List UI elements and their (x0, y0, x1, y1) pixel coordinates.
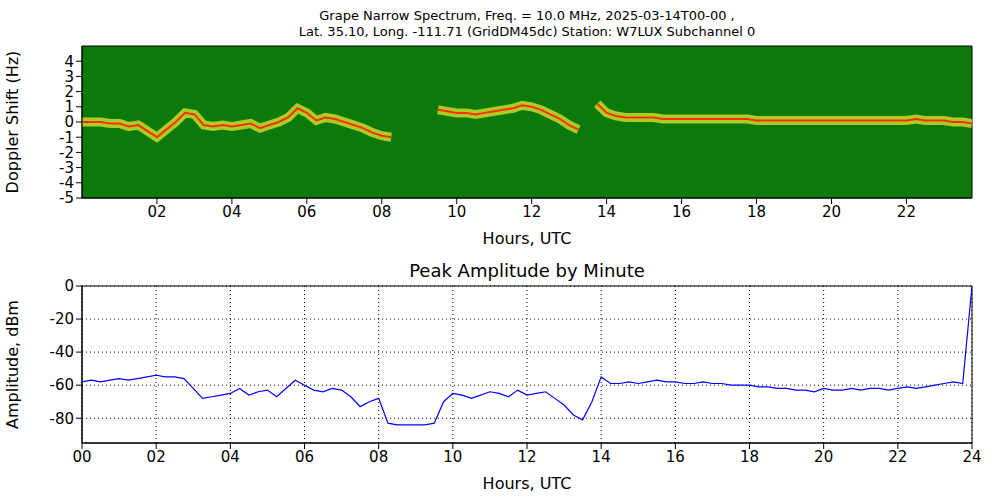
html-text:Peak Amplitude by Minute: Peak Amplitude by Minute (409, 260, 645, 281)
svg-text:02: 02 (147, 448, 166, 466)
svg-text:10: 10 (447, 203, 466, 221)
svg-text:-5: -5 (59, 189, 74, 207)
html-text:Grape Narrow Spectrum, Freq. =: Grape Narrow Spectrum, Freq. = 10.0 MHz,… (319, 8, 735, 23)
svg-text:10: 10 (443, 448, 462, 466)
svg-text:Amplitude, dBm: Amplitude, dBm (3, 300, 22, 429)
svg-text:06: 06 (295, 448, 314, 466)
svg-text:12: 12 (517, 448, 536, 466)
svg-text:22: 22 (888, 448, 907, 466)
svg-text:00: 00 (72, 448, 91, 466)
svg-text:-40: -40 (50, 343, 75, 361)
svg-text:2: 2 (64, 82, 74, 101)
svg-text:08: 08 (369, 448, 388, 466)
svg-text:16: 16 (672, 203, 691, 221)
svg-text:-2: -2 (59, 143, 74, 162)
svg-text:Doppler Shift (Hz): Doppler Shift (Hz) (3, 51, 22, 194)
svg-text:14: 14 (592, 448, 611, 466)
svg-text:20: 20 (814, 448, 833, 466)
svg-text:04: 04 (221, 448, 240, 466)
svg-text:-20: -20 (50, 310, 75, 328)
svg-text:Hours, UTC: Hours, UTC (483, 474, 572, 493)
svg-text:24: 24 (962, 448, 981, 466)
svg-text:22: 22 (897, 203, 916, 221)
html-text:Lat. 35.10, Long. -111.71 (Gri: Lat. 35.10, Long. -111.71 (GridDM45dc) S… (298, 24, 756, 39)
svg-text:18: 18 (747, 203, 766, 221)
svg-text:0: 0 (64, 113, 74, 132)
svg-text:Hours, UTC: Hours, UTC (483, 229, 572, 248)
svg-text:12: 12 (522, 203, 541, 221)
svg-text:20: 20 (822, 203, 841, 221)
svg-text:4: 4 (64, 52, 74, 71)
svg-text:02: 02 (147, 203, 166, 221)
svg-text:08: 08 (372, 203, 391, 221)
svg-text:-4: -4 (59, 174, 74, 193)
svg-text:3: 3 (64, 67, 74, 86)
svg-text:1: 1 (64, 98, 74, 117)
svg-text:14: 14 (597, 203, 616, 221)
svg-text:-1: -1 (59, 128, 74, 147)
svg-text:-60: -60 (50, 376, 75, 394)
svg-text:-3: -3 (59, 158, 74, 177)
svg-text:04: 04 (222, 203, 241, 221)
svg-text:06: 06 (297, 203, 316, 221)
svg-text:18: 18 (740, 448, 759, 466)
svg-text:0: 0 (64, 277, 74, 295)
svg-text:-80: -80 (50, 410, 75, 428)
svg-text:16: 16 (666, 448, 685, 466)
